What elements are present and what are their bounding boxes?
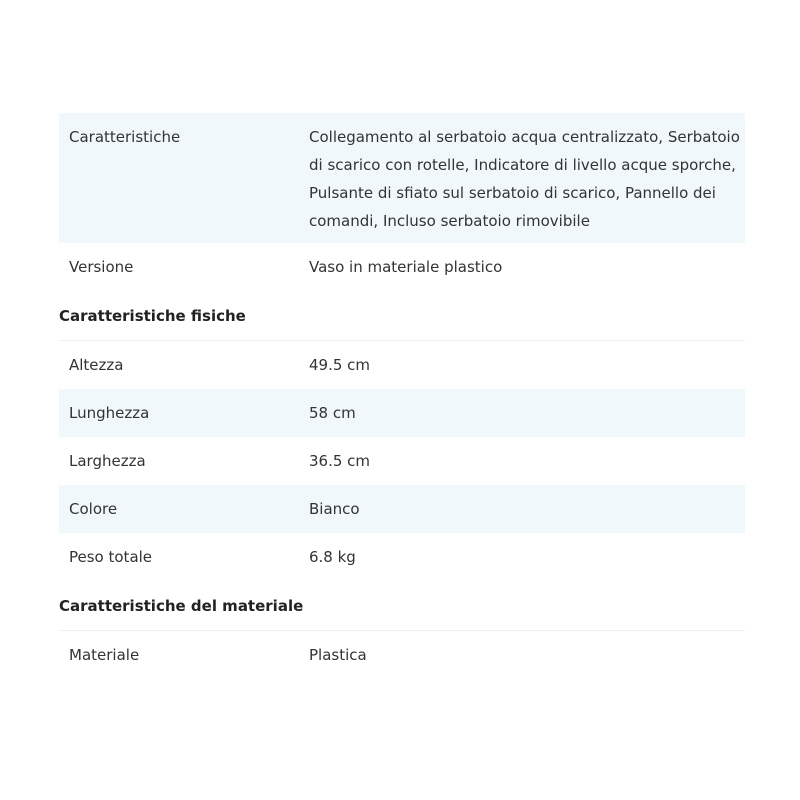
spec-value: 58 cm <box>309 404 356 422</box>
spec-label: Versione <box>69 258 134 276</box>
spec-label: Larghezza <box>69 452 146 470</box>
spec-row: Caratteristiche Collegamento al serbatoi… <box>59 113 745 243</box>
specs-table: Caratteristiche Collegamento al serbatoi… <box>59 113 745 679</box>
spec-label: Lunghezza <box>69 404 150 422</box>
section-title: Caratteristiche del materiale <box>59 581 745 631</box>
spec-value: 49.5 cm <box>309 356 371 374</box>
spec-row: Materiale Plastica <box>59 631 745 679</box>
spec-label: Materiale <box>69 646 140 664</box>
spec-row: Peso totale 6.8 kg <box>59 533 745 581</box>
spec-value: Vaso in materiale plastico <box>309 258 503 276</box>
spec-row: Larghezza 36.5 cm <box>59 437 745 485</box>
spec-value: Bianco <box>309 500 360 518</box>
spec-label: Caratteristiche <box>69 128 181 146</box>
spec-value: Plastica <box>309 646 367 664</box>
spec-value: Collegamento al serbatoio acqua centrali… <box>309 128 740 230</box>
spec-value: 36.5 cm <box>309 452 371 470</box>
spec-row: Colore Bianco <box>59 485 745 533</box>
spec-value: 6.8 kg <box>309 548 356 566</box>
spec-label: Peso totale <box>69 548 153 566</box>
spec-label: Colore <box>69 500 118 518</box>
spec-label: Altezza <box>69 356 124 374</box>
spec-row: Versione Vaso in materiale plastico <box>59 243 745 291</box>
spec-row: Altezza 49.5 cm <box>59 341 745 389</box>
spec-row: Lunghezza 58 cm <box>59 389 745 437</box>
section-title: Caratteristiche fisiche <box>59 291 745 341</box>
